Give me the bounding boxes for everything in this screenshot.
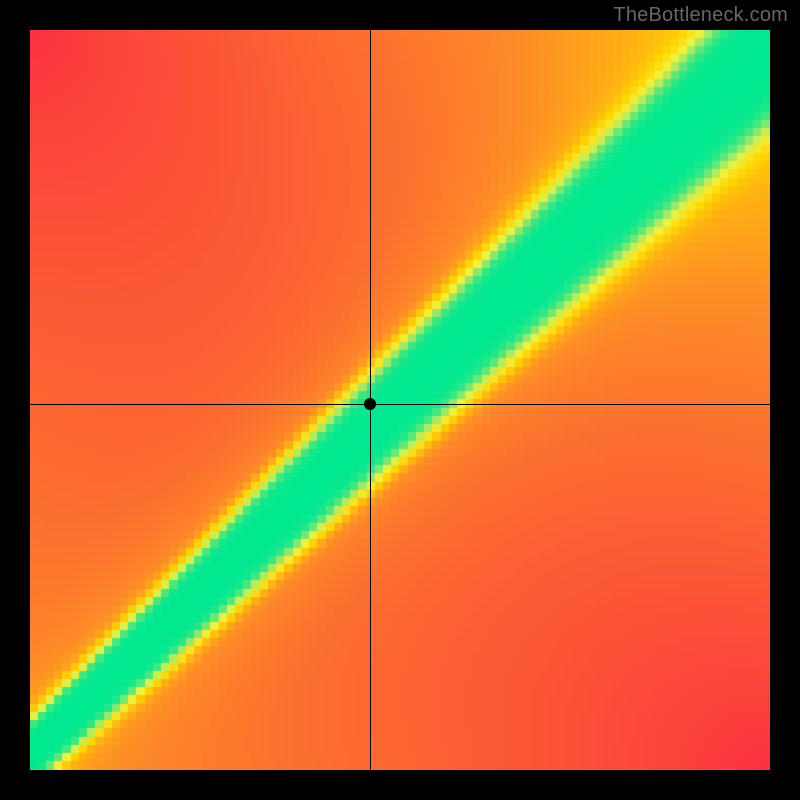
attribution-text: TheBottleneck.com	[613, 4, 788, 27]
chart-container: TheBottleneck.com	[0, 0, 800, 800]
heatmap-canvas	[30, 30, 770, 770]
plot-area	[30, 30, 770, 770]
